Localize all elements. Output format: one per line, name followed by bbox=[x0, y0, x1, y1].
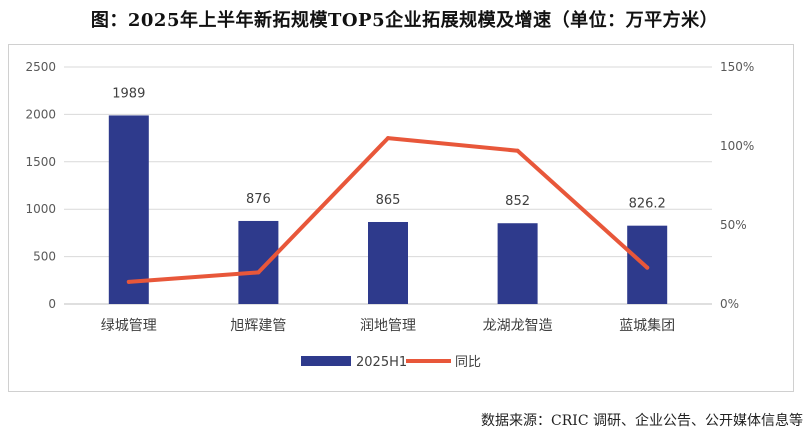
right-tick-label: 0% bbox=[720, 297, 739, 311]
right-tick-label: 100% bbox=[720, 139, 754, 153]
legend-label-bar: 2025H1 bbox=[356, 355, 407, 370]
source-note: 数据来源：CRIC 调研、企业公告、公开媒体信息等 bbox=[481, 413, 803, 429]
data-label: 876 bbox=[246, 192, 271, 207]
line-point bbox=[515, 148, 520, 153]
data-label: 1989 bbox=[112, 86, 145, 101]
bar bbox=[108, 115, 149, 304]
legend-swatch-bar bbox=[301, 356, 351, 366]
line-point bbox=[645, 265, 650, 270]
right-axis-ticks: 0% 50% 100% 150% bbox=[720, 60, 754, 311]
left-tick-label: 1000 bbox=[25, 202, 56, 216]
left-tick-label: 2000 bbox=[25, 107, 56, 121]
data-label: 852 bbox=[505, 194, 530, 209]
bar bbox=[238, 220, 279, 304]
line-point bbox=[126, 279, 131, 284]
left-tick-label: 2500 bbox=[25, 60, 56, 74]
bar bbox=[627, 225, 668, 304]
bar-series bbox=[108, 115, 668, 304]
right-tick-label: 50% bbox=[720, 218, 747, 232]
category-label: 蓝城集团 bbox=[619, 317, 675, 334]
bar bbox=[368, 221, 408, 304]
category-labels: 绿城管理 旭辉建管 润地管理 龙湖龙智造 蓝城集团 bbox=[101, 317, 675, 334]
category-label: 润地管理 bbox=[360, 318, 416, 334]
legend-label-line: 同比 bbox=[455, 355, 481, 370]
legend: 2025H1 同比 bbox=[301, 355, 481, 370]
category-label: 旭辉建管 bbox=[230, 318, 286, 334]
left-tick-label: 500 bbox=[33, 250, 56, 264]
line-point bbox=[386, 136, 390, 141]
chart-title: 图：2025年上半年新拓规模TOP5企业拓展规模及增速（单位：万平方米） bbox=[90, 10, 719, 31]
left-tick-label: 1500 bbox=[25, 155, 56, 169]
chart-frame bbox=[8, 44, 794, 392]
category-label: 绿城管理 bbox=[101, 318, 157, 334]
data-labels: 1989 876 865 852 826.2 bbox=[112, 86, 666, 211]
right-tick-label: 150% bbox=[720, 60, 754, 74]
bar bbox=[497, 223, 538, 304]
left-axis-ticks: 0 500 1000 1500 2000 2500 bbox=[25, 60, 56, 311]
line-point bbox=[256, 270, 261, 275]
data-label: 826.2 bbox=[629, 197, 666, 212]
line-series bbox=[126, 136, 650, 284]
category-label: 龙湖龙智造 bbox=[483, 318, 553, 334]
data-label: 865 bbox=[376, 193, 401, 208]
left-tick-label: 0 bbox=[48, 297, 56, 311]
chart-svg: 0 500 1000 1500 2000 2500 0% 50% 100% 150% 1989 8… bbox=[25, 60, 754, 370]
